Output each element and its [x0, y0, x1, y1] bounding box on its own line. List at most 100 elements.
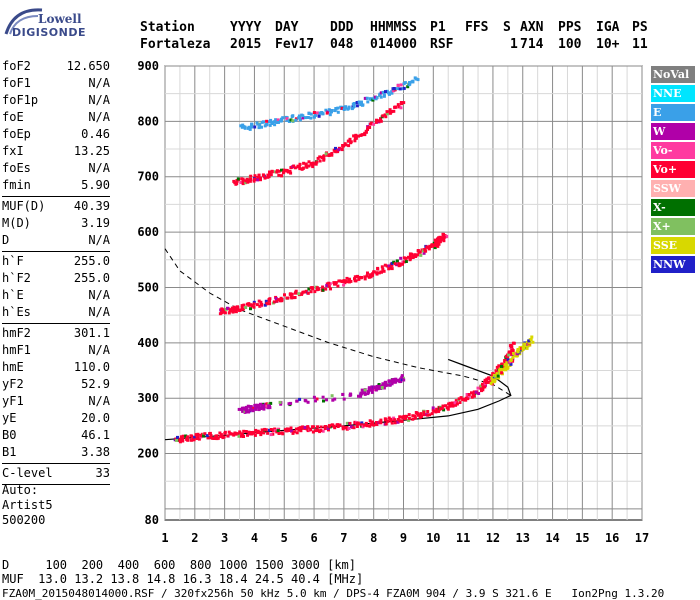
trace-point — [226, 306, 229, 310]
trace-point — [330, 153, 334, 157]
trace-point — [393, 421, 397, 425]
trace-point — [208, 436, 212, 440]
trace-point — [509, 362, 513, 366]
trace-point — [402, 101, 406, 105]
x-tick-label: 9 — [400, 531, 407, 545]
trace-point — [317, 114, 321, 118]
trace-point — [249, 125, 253, 129]
trace-point — [377, 271, 381, 275]
trace-point — [275, 169, 279, 173]
trace-point — [264, 299, 268, 303]
trace-point — [495, 365, 499, 369]
param-row: foE N/A — [2, 109, 110, 126]
trace-point — [265, 402, 269, 406]
trace-point — [348, 137, 352, 141]
trace-point — [307, 164, 311, 168]
trace-point — [323, 425, 327, 429]
trace-point — [434, 410, 438, 414]
trace-point — [301, 167, 305, 170]
trace-point — [454, 399, 458, 403]
param-name: fmin — [2, 178, 31, 192]
trace-point — [312, 395, 316, 399]
trace-point — [229, 309, 233, 313]
x-tick-label: 17 — [635, 531, 649, 545]
trace-point — [274, 118, 278, 122]
trace-point — [485, 379, 489, 383]
trace-point — [363, 96, 367, 100]
trace-point — [451, 404, 455, 408]
trace-point — [193, 435, 197, 439]
trace-point — [258, 123, 262, 127]
trace-point — [386, 383, 390, 387]
trace-point — [347, 277, 351, 281]
trace-point — [413, 253, 417, 257]
trace-point — [372, 122, 376, 126]
param-name: foF1p — [2, 93, 39, 107]
trace-point — [386, 419, 390, 423]
trace-point — [382, 383, 386, 386]
trace-point — [266, 173, 270, 177]
trace-point — [294, 289, 298, 293]
trace-point — [286, 170, 290, 174]
trace-point — [438, 236, 442, 240]
trace-point — [253, 177, 256, 181]
trace-point — [349, 140, 353, 144]
trace-point — [384, 115, 388, 119]
param-name: B1 — [2, 445, 17, 459]
trace-point — [296, 165, 300, 169]
param-row: h`E N/A — [2, 287, 110, 304]
trace-point — [359, 392, 363, 396]
trace-point — [372, 385, 376, 389]
trace-point — [277, 120, 280, 124]
trace-point — [269, 118, 273, 122]
param-value: N/A — [88, 161, 110, 175]
trace-point — [375, 423, 379, 426]
distance-scale: D 100 200 400 600 800 1000 1500 3000 [km… — [2, 558, 357, 572]
param-row: D N/A — [2, 232, 110, 249]
trace-point — [445, 234, 449, 238]
trace-point — [337, 148, 341, 152]
param-row: foEs N/A — [2, 160, 110, 177]
trace-point — [470, 395, 474, 399]
trace-point — [322, 154, 326, 158]
header-value: Fortaleza — [140, 37, 211, 52]
header-label: PS — [632, 20, 648, 35]
trace-point — [442, 235, 446, 239]
param-name: D — [2, 233, 10, 247]
logo-product: DIGISONDE — [12, 26, 86, 39]
header-label: DAY — [275, 20, 299, 35]
param-name: h`F — [2, 254, 24, 268]
trace-point — [368, 424, 372, 428]
trace-point — [400, 419, 404, 423]
trace-point — [430, 412, 434, 416]
parameter-table: foF2 12.650 foF1 N/A foF1p N/A foE N/A foEp 0.46 f… — [2, 58, 110, 486]
trace-point — [363, 391, 367, 395]
trace-point — [396, 418, 400, 421]
trace-point — [298, 426, 302, 430]
param-row: hmF2 301.1 — [2, 325, 110, 342]
trace-point — [241, 307, 245, 311]
trace-point — [334, 150, 338, 154]
param-name: yE — [2, 411, 17, 425]
trace-point — [429, 245, 433, 248]
trace-point — [312, 111, 316, 114]
trace-point — [384, 418, 387, 422]
trace-point — [399, 380, 403, 383]
trace-point — [354, 279, 358, 283]
legend-item: W — [651, 123, 695, 140]
trace-point — [393, 418, 397, 422]
trace-point — [226, 434, 230, 438]
trace-point — [419, 412, 423, 416]
trace-point — [401, 416, 405, 420]
trace-point — [390, 382, 394, 386]
trace-point — [457, 397, 461, 401]
trace-point — [368, 122, 372, 126]
trace-point — [281, 116, 285, 120]
trace-point — [411, 414, 415, 418]
trace-point — [437, 242, 441, 246]
trace-point — [248, 127, 252, 131]
trace-point — [531, 340, 535, 344]
trace-point — [389, 266, 393, 270]
trace-point — [263, 176, 267, 180]
header-value: Fev17 — [275, 37, 315, 52]
